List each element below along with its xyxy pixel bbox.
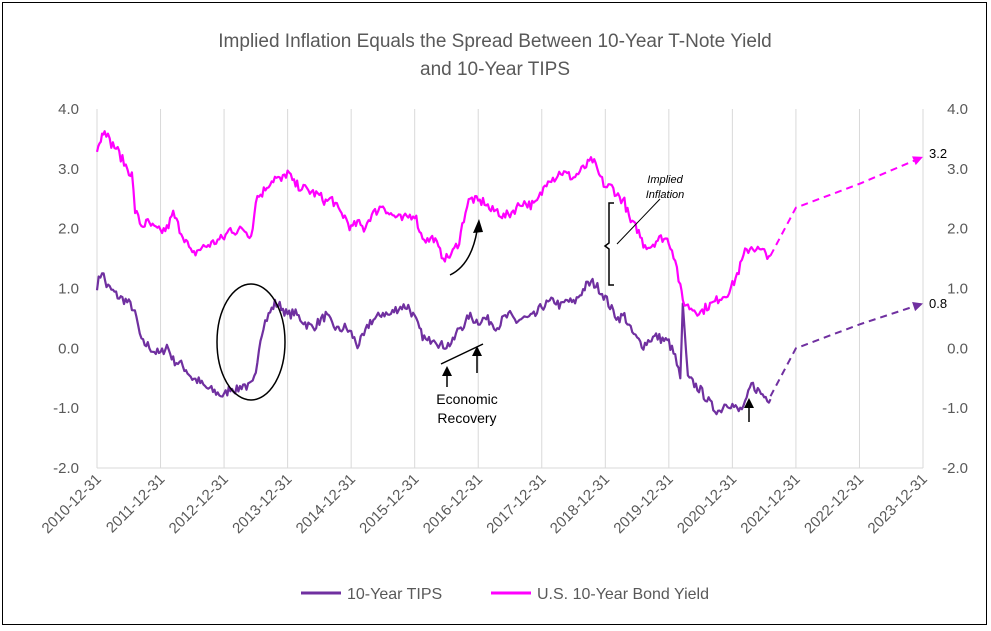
economic-arrow-1-head	[442, 366, 452, 376]
x-tick-label: 2020-12-31	[674, 471, 740, 537]
y-tick-label-left: -1.0	[53, 400, 79, 417]
series-layer	[95, 130, 924, 416]
y-axis-right: 4.0 3.0 2.0 1.0 0.0 -1.0 -2.0	[942, 101, 968, 477]
y-tick-label-right: -2.0	[942, 460, 968, 477]
x-tick-label: 2017-12-31	[483, 471, 549, 537]
y-tick-label-left: 1.0	[58, 281, 79, 298]
y-tick-label-left: -2.0	[53, 460, 79, 477]
economic-arrow-2-head	[472, 346, 482, 356]
y-tick-label-left: 0.0	[58, 340, 79, 357]
projection-line-bond-yield	[769, 155, 924, 257]
x-tick-label: 2016-12-31	[420, 471, 486, 537]
y-tick-label-left: 4.0	[58, 101, 79, 118]
y-tick-label-right: 0.0	[947, 340, 968, 357]
y-tick-label-right: 4.0	[947, 101, 968, 118]
x-tick-label: 2023-12-31	[865, 471, 931, 537]
x-tick-label: 2021-12-31	[737, 471, 803, 537]
chart-title: Implied Inflation Equals the Spread Betw…	[218, 31, 771, 80]
tips-2021-arrow-head	[744, 398, 754, 408]
x-tick-label: 2013-12-31	[229, 471, 295, 537]
implied-inflation-leader	[616, 198, 661, 245]
series-line-tips	[95, 272, 772, 416]
economic-recovery-label-line-2: Recovery	[437, 410, 496, 426]
implied-inflation-bracket	[603, 202, 614, 286]
recovery-curve	[449, 230, 478, 276]
projection-arrowhead-tips	[912, 302, 923, 312]
recovery-curve-arrowhead	[473, 219, 483, 233]
x-axis: 2010-12-312011-12-312012-12-312013-12-31…	[39, 467, 931, 537]
highlight-ellipse	[216, 283, 286, 401]
y-tick-label-right: 1.0	[947, 281, 968, 298]
x-tick-label: 2015-12-31	[356, 471, 422, 537]
series-line-bond-yield	[95, 130, 771, 317]
legend: 10-Year TIPS U.S. 10-Year Bond Yield	[301, 586, 709, 603]
implied-inflation-label-line-1: Implied	[647, 174, 683, 186]
y-tick-label-right: -1.0	[942, 400, 968, 417]
y-tick-label-left: 2.0	[58, 221, 79, 238]
y-tick-label-right: 2.0	[947, 221, 968, 238]
y-axis-left: 4.0 3.0 2.0 1.0 0.0 -1.0 -2.0	[53, 101, 79, 477]
end-label-tips: 0.8	[929, 296, 947, 311]
vertical-gridlines	[96, 109, 924, 468]
chart-svg: Implied Inflation Equals the Spread Betw…	[39, 31, 968, 603]
x-tick-label: 2019-12-31	[610, 471, 676, 537]
annotations-layer: 3.2 0.8 Economic Recovery Implied Inflation	[216, 146, 947, 426]
x-tick-label: 2010-12-31	[39, 471, 105, 537]
x-tick-label: 2011-12-31	[103, 471, 168, 536]
implied-inflation-label-line-2: Inflation	[646, 189, 685, 201]
recovery-line	[440, 343, 484, 365]
y-tick-label-right: 3.0	[947, 161, 968, 178]
legend-label-tips: 10-Year TIPS	[347, 586, 442, 603]
x-tick-label: 2012-12-31	[166, 471, 232, 537]
economic-recovery-label-line-1: Economic	[436, 391, 497, 407]
y-tick-label-left: 3.0	[58, 161, 79, 178]
projection-arrowhead-bond-yield	[912, 156, 923, 166]
end-label-bond-yield: 3.2	[929, 146, 947, 161]
x-tick-label: 2018-12-31	[547, 471, 613, 537]
chart-title-line-2: and 10-Year TIPS	[420, 59, 570, 80]
projection-line-tips	[769, 302, 924, 397]
chart-title-line-1: Implied Inflation Equals the Spread Betw…	[218, 31, 771, 52]
x-tick-label: 2014-12-31	[293, 471, 359, 537]
legend-label-bond-yield: U.S. 10-Year Bond Yield	[537, 586, 709, 603]
x-tick-label: 2022-12-31	[801, 471, 867, 537]
